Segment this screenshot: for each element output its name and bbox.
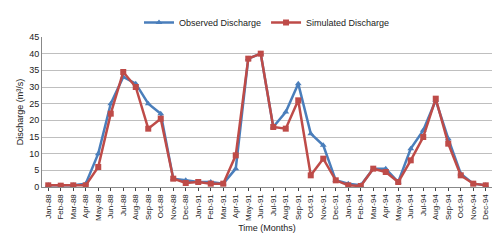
svg-text:Mar-94: Mar-94 (369, 194, 378, 220)
svg-text:Feb-94: Feb-94 (356, 194, 365, 220)
svg-text:10: 10 (29, 149, 39, 159)
svg-text:Apr-88: Apr-88 (81, 194, 90, 219)
svg-text:Time (Months): Time (Months) (238, 223, 296, 233)
svg-text:Aug-94: Aug-94 (431, 194, 440, 220)
svg-text:40: 40 (29, 49, 39, 59)
svg-text:May-94: May-94 (394, 194, 403, 221)
svg-text:Nov-94: Nov-94 (469, 194, 478, 220)
svg-text:Jan-91: Jan-91 (194, 194, 203, 219)
svg-text:Oct-91: Oct-91 (306, 194, 315, 219)
svg-text:25: 25 (29, 99, 39, 109)
svg-text:20: 20 (29, 115, 39, 125)
svg-text:Jun-94: Jun-94 (406, 194, 415, 219)
svg-text:Jul-88: Jul-88 (119, 194, 128, 216)
svg-text:Jul-91: Jul-91 (269, 194, 278, 216)
svg-text:Aug-91: Aug-91 (281, 194, 290, 220)
svg-text:Feb-88: Feb-88 (56, 194, 65, 220)
svg-text:30: 30 (29, 82, 39, 92)
svg-text:Nov-88: Nov-88 (169, 194, 178, 220)
svg-text:35: 35 (29, 65, 39, 75)
svg-text:Nov-91: Nov-91 (319, 194, 328, 220)
svg-text:Jan-94: Jan-94 (344, 194, 353, 219)
svg-text:Jul-94: Jul-94 (419, 194, 428, 216)
svg-text:Feb-91: Feb-91 (206, 194, 215, 220)
svg-text:Mar-91: Mar-91 (219, 194, 228, 220)
svg-text:Apr-91: Apr-91 (231, 194, 240, 219)
svg-text:May-88: May-88 (94, 194, 103, 221)
svg-text:Dec-91: Dec-91 (331, 194, 340, 220)
svg-text:45: 45 (29, 32, 39, 42)
svg-text:Jun-91: Jun-91 (256, 194, 265, 219)
svg-text:0: 0 (34, 182, 39, 192)
svg-text:5: 5 (34, 165, 39, 175)
svg-text:Jun-88: Jun-88 (106, 194, 115, 219)
svg-text:Simulated Discharge: Simulated Discharge (306, 18, 389, 28)
svg-text:Observed Discharge: Observed Discharge (179, 18, 261, 28)
svg-text:Sep-94: Sep-94 (444, 194, 453, 220)
svg-text:Sep-91: Sep-91 (294, 194, 303, 220)
svg-text:Dec-88: Dec-88 (181, 194, 190, 220)
svg-text:15: 15 (29, 132, 39, 142)
svg-text:Jan-88: Jan-88 (44, 194, 53, 219)
svg-text:Apr-94: Apr-94 (381, 194, 390, 219)
svg-text:May-91: May-91 (244, 194, 253, 221)
svg-text:Oct-94: Oct-94 (456, 194, 465, 219)
svg-text:Discharge (m³/s): Discharge (m³/s) (15, 79, 25, 146)
svg-text:Sep-88: Sep-88 (144, 194, 153, 220)
svg-text:Mar-88: Mar-88 (69, 194, 78, 220)
svg-text:Oct-88: Oct-88 (156, 194, 165, 219)
svg-text:Aug-88: Aug-88 (131, 194, 140, 220)
svg-text:Dec-94: Dec-94 (481, 194, 490, 220)
